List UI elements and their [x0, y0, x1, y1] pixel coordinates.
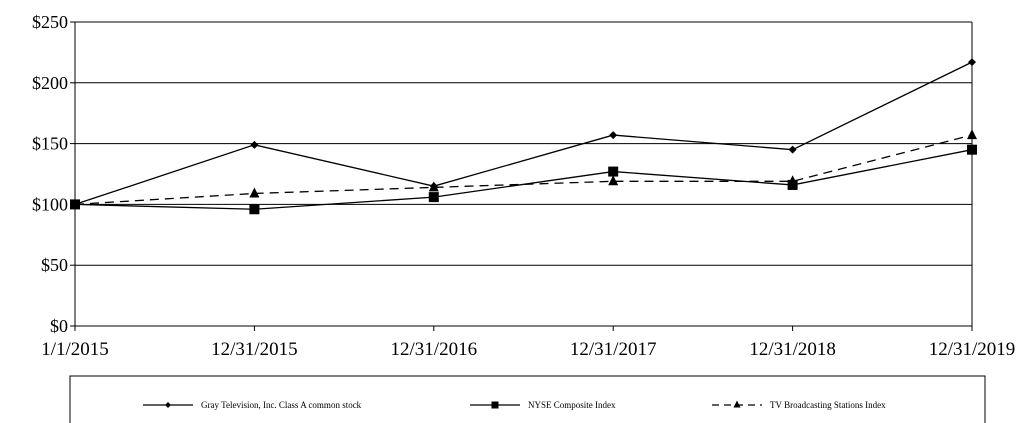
legend: Gray Television, Inc. Class A common sto… — [69, 375, 986, 423]
legend-marker — [491, 401, 499, 409]
data-point — [967, 129, 977, 140]
y-tick-label: $250 — [32, 12, 68, 32]
data-point — [249, 204, 260, 215]
x-tick-label: 1/1/2015 — [41, 339, 109, 360]
y-tick-label: $50 — [41, 255, 68, 275]
legend-box — [69, 375, 986, 423]
legend-item: TV Broadcasting Stations Index — [712, 400, 886, 410]
y-tick-label: $100 — [32, 194, 68, 214]
legend-label: TV Broadcasting Stations Index — [770, 400, 886, 410]
x-tick-label: 12/31/2015 — [211, 339, 298, 360]
y-tick-label: $150 — [32, 134, 68, 154]
y-tick-label: $200 — [32, 73, 68, 93]
legend-label: NYSE Composite Index — [528, 400, 616, 410]
legend-label: Gray Television, Inc. Class A common sto… — [201, 400, 362, 410]
series-lines — [70, 58, 977, 215]
gridlines — [75, 21, 972, 327]
series-group — [70, 129, 977, 209]
data-point — [967, 144, 977, 155]
series-line — [74, 61, 973, 206]
data-point — [428, 192, 439, 203]
axes — [70, 21, 973, 331]
data-point — [70, 198, 80, 209]
data-point — [249, 187, 260, 198]
data-point — [428, 181, 439, 192]
data-point — [968, 58, 976, 67]
series-line — [74, 134, 973, 206]
x-tick-label: 12/31/2019 — [929, 339, 1016, 360]
legend-marker — [733, 400, 741, 408]
legend-item: NYSE Composite Index — [470, 400, 616, 410]
series-group — [70, 144, 977, 215]
data-point — [788, 145, 797, 154]
x-tick-label: 12/31/2018 — [749, 339, 836, 360]
data-point — [608, 175, 619, 186]
x-tick-label: 12/31/2016 — [391, 339, 478, 360]
series-group — [71, 58, 976, 209]
series-line — [74, 149, 973, 210]
y-tick-label: $0 — [50, 316, 68, 336]
data-point — [609, 131, 618, 140]
data-point — [787, 175, 798, 186]
legend-marker — [165, 402, 171, 408]
data-point — [250, 140, 259, 149]
x-tick-label: 12/31/2017 — [570, 339, 657, 360]
legend-item: Gray Television, Inc. Class A common sto… — [143, 400, 362, 410]
y-tick-labels: $0 $50 $100 $150 $200 $250 — [32, 12, 68, 336]
x-tick-labels: 1/1/2015 12/31/2015 12/31/2016 12/31/2017 12… — [41, 339, 1015, 360]
data-point — [608, 166, 619, 177]
